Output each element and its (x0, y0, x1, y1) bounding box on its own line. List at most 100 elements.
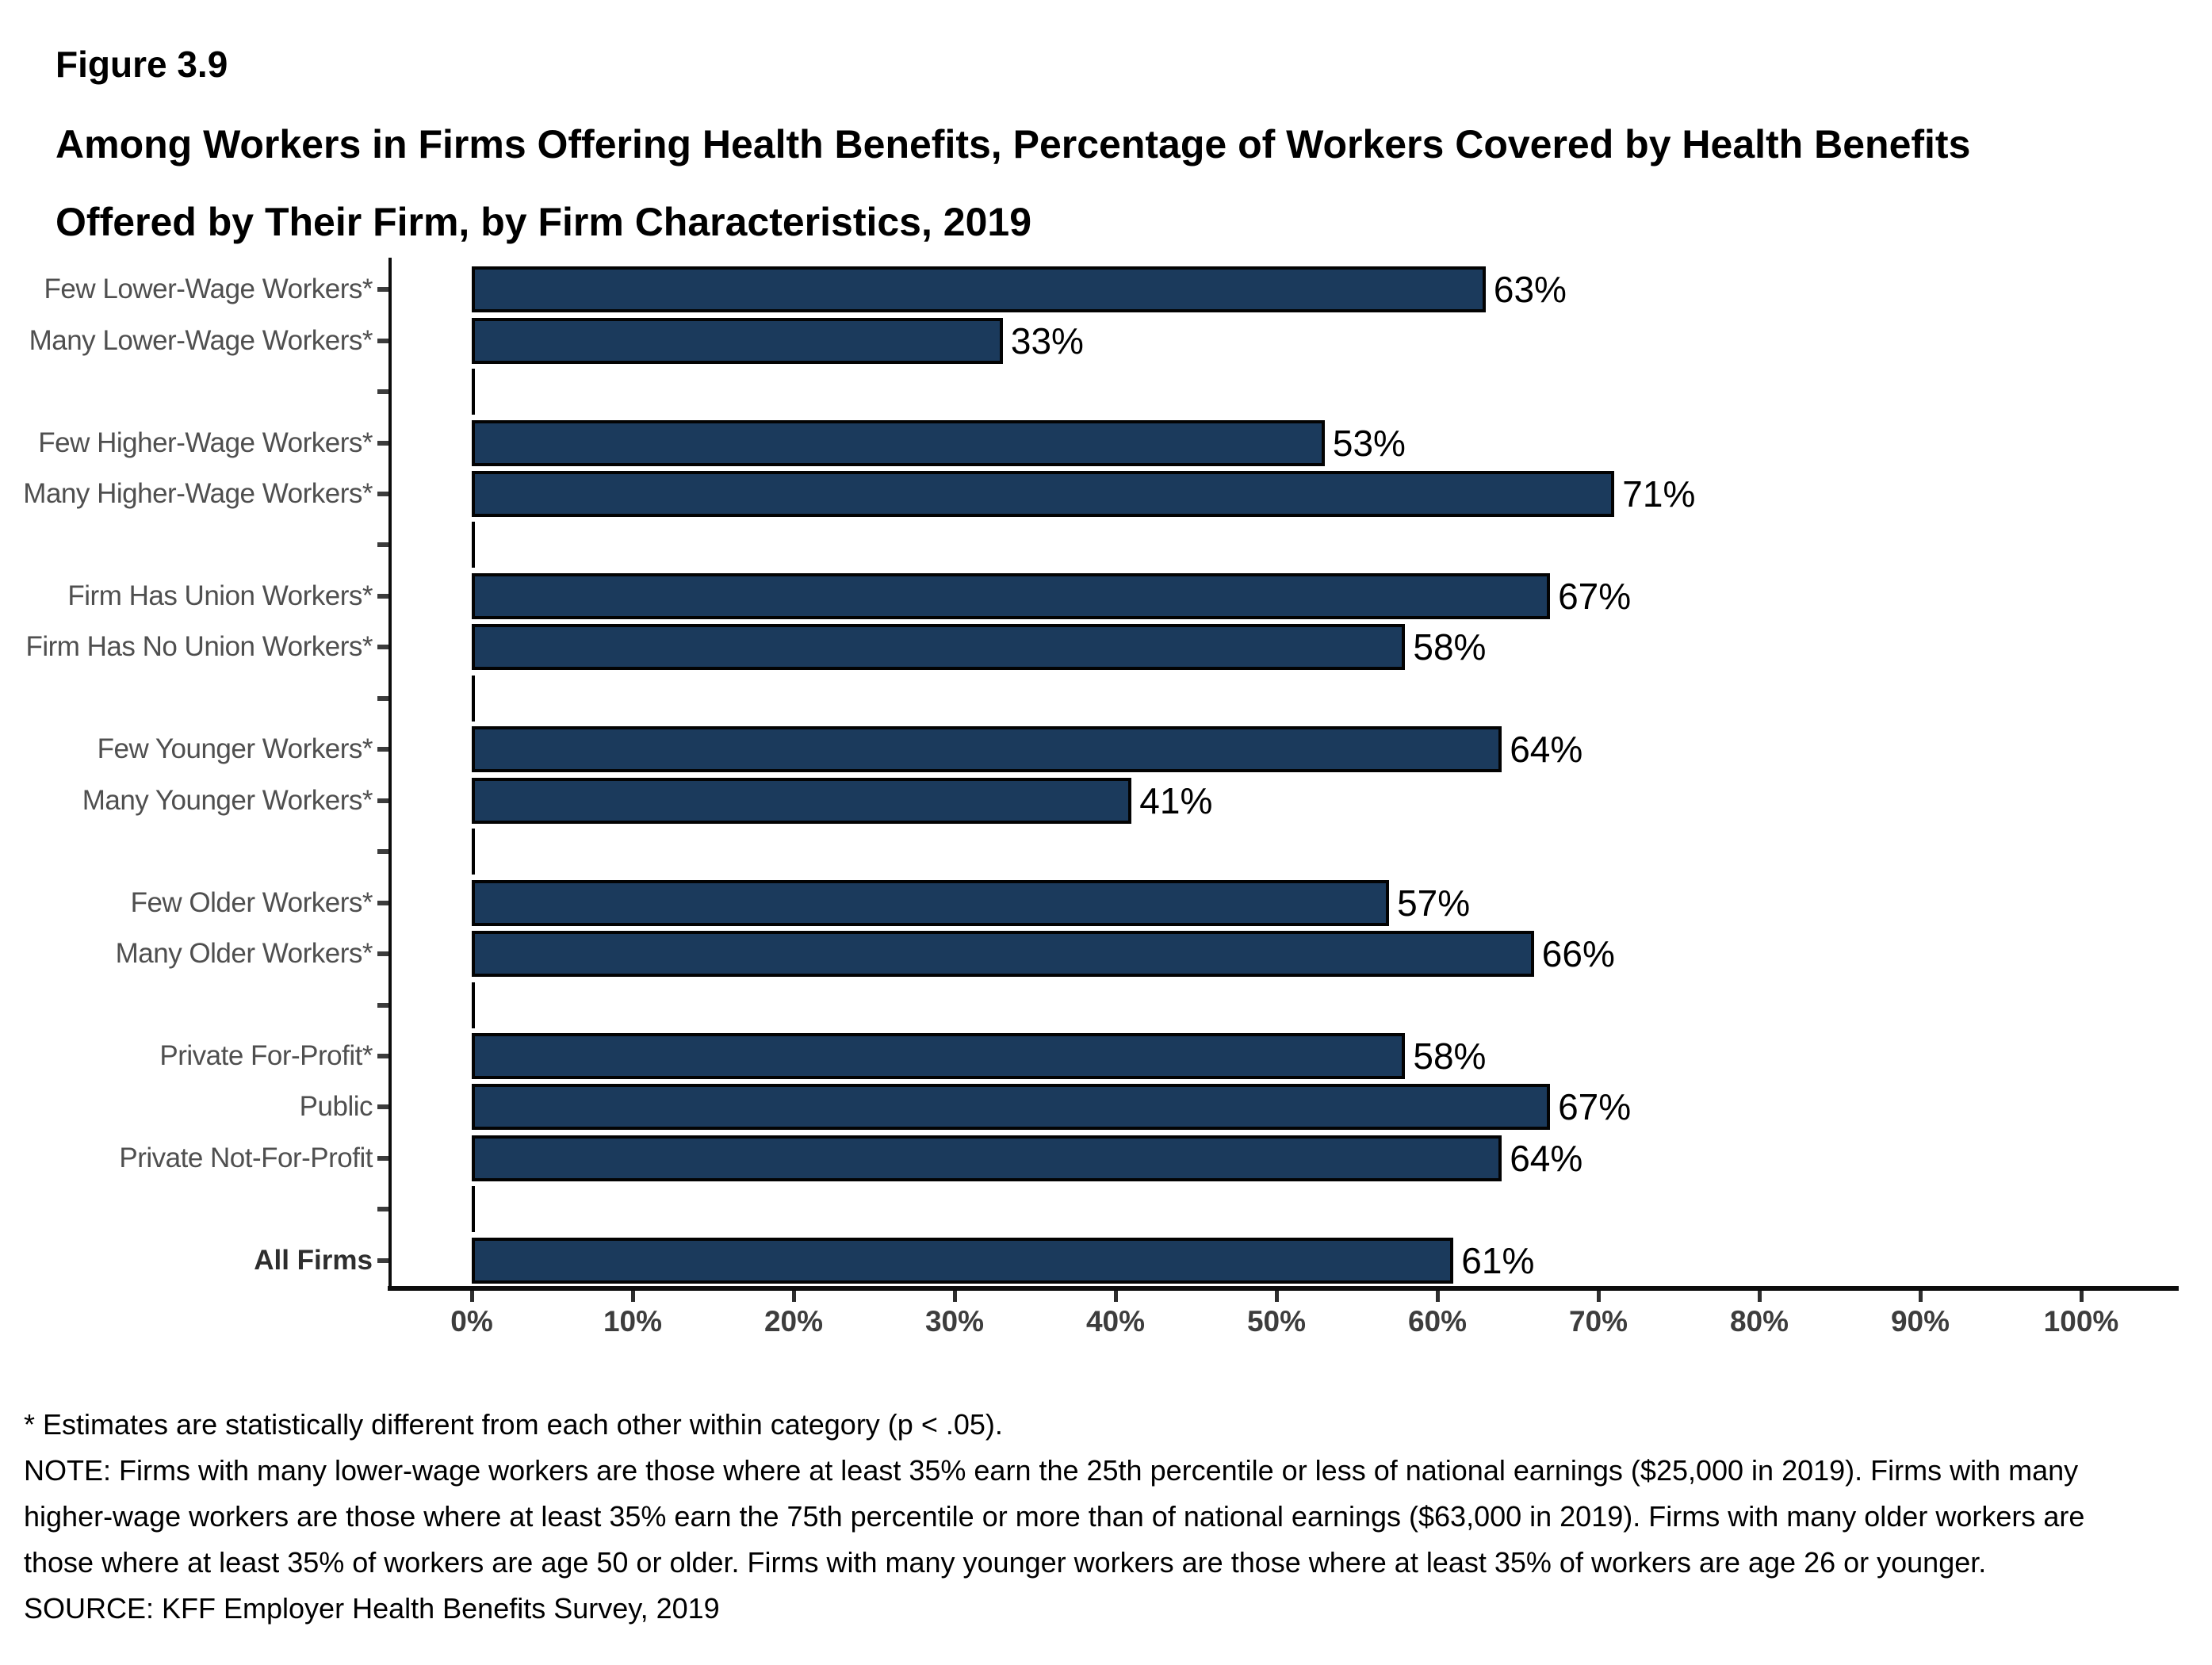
y-tick (377, 440, 388, 446)
category-label: Many Lower-Wage Workers* (29, 324, 373, 356)
bar (472, 1237, 1454, 1284)
y-axis-line (388, 258, 392, 1291)
category-label: Few Higher-Wage Workers* (38, 427, 373, 458)
bar (472, 1135, 1502, 1181)
x-tick-label: 20% (763, 1305, 824, 1338)
bar (472, 317, 1003, 364)
y-tick (377, 338, 388, 343)
zero-value-mark (472, 1186, 475, 1233)
note-text: NOTE: Firms with many lower-wage workers… (24, 1454, 2085, 1579)
x-tick-label: 90% (1890, 1305, 1950, 1338)
x-tick (2080, 1291, 2084, 1302)
x-tick (1114, 1291, 1118, 1302)
y-tick (377, 492, 388, 497)
zero-value-mark (472, 522, 475, 568)
x-tick-label: 60% (1407, 1305, 1468, 1338)
bar (472, 879, 1390, 926)
asterisk-note: * Estimates are statistically different … (24, 1408, 1003, 1441)
category-label: Firm Has Union Workers* (67, 580, 373, 611)
value-label: 63% (1493, 269, 1567, 311)
bar (472, 1032, 1406, 1079)
zero-value-mark (472, 829, 475, 875)
y-tick (377, 1002, 388, 1008)
source-text: SOURCE: KFF Employer Health Benefits Sur… (24, 1592, 720, 1625)
category-label: Many Younger Workers* (82, 784, 373, 816)
value-label: 58% (1413, 1035, 1487, 1077)
x-tick-label: 0% (450, 1305, 493, 1338)
y-tick (377, 951, 388, 957)
bar (472, 1084, 1551, 1131)
value-label: 57% (1397, 882, 1471, 924)
y-tick (377, 593, 388, 599)
x-tick-label: 100% (2043, 1305, 2119, 1338)
value-label: 67% (1558, 575, 1632, 617)
y-tick (377, 1053, 388, 1058)
value-label: 61% (1461, 1239, 1535, 1281)
value-label: 53% (1332, 422, 1406, 464)
figure-header: Figure 3.9 Among Workers in Firms Offeri… (55, 43, 2022, 261)
x-tick-label: 70% (1568, 1305, 1628, 1338)
bar (472, 624, 1406, 671)
x-tick (1436, 1291, 1440, 1302)
zero-value-mark (472, 675, 475, 722)
x-tick (792, 1291, 796, 1302)
x-tick-label: 40% (1085, 1305, 1146, 1338)
footnotes: * Estimates are statistically different … (24, 1402, 2133, 1632)
x-tick (470, 1291, 474, 1302)
y-tick (377, 1155, 388, 1161)
value-label: 66% (1541, 933, 1615, 975)
value-label: 64% (1510, 1137, 1583, 1179)
category-label: All Firms (254, 1244, 373, 1276)
bar (472, 471, 1615, 518)
category-label: Private For-Profit* (159, 1039, 373, 1071)
zero-value-mark (472, 982, 475, 1028)
bar (472, 726, 1502, 773)
x-tick-label: 80% (1729, 1305, 1789, 1338)
zero-value-mark (472, 369, 475, 415)
x-tick (1919, 1291, 1923, 1302)
value-label: 67% (1558, 1086, 1632, 1128)
x-tick-label: 30% (924, 1305, 985, 1338)
category-label: Few Lower-Wage Workers* (44, 274, 373, 305)
bar (472, 266, 1486, 313)
value-label: 58% (1413, 626, 1487, 668)
category-label: Many Higher-Wage Workers* (23, 478, 373, 510)
y-tick (377, 389, 388, 395)
x-tick (1758, 1291, 1762, 1302)
category-label: Many Older Workers* (115, 938, 373, 970)
y-tick (377, 645, 388, 650)
category-label: Private Not-For-Profit (119, 1142, 373, 1173)
x-tick (1597, 1291, 1601, 1302)
y-tick (377, 849, 388, 855)
y-tick (377, 747, 388, 752)
y-tick (377, 1104, 388, 1110)
y-tick (377, 1257, 388, 1263)
category-label: Few Older Workers* (130, 886, 373, 918)
x-tick-label: 10% (603, 1305, 663, 1338)
y-tick (377, 798, 388, 803)
value-label: 41% (1139, 779, 1213, 821)
bar (472, 777, 1132, 824)
x-axis-line (388, 1286, 2179, 1291)
category-label: Public (299, 1091, 373, 1123)
bar (472, 572, 1551, 619)
x-tick (1275, 1291, 1279, 1302)
bar (472, 931, 1534, 978)
bar (472, 419, 1325, 466)
y-tick (377, 1207, 388, 1212)
x-tick-label: 50% (1246, 1305, 1307, 1338)
y-tick (377, 695, 388, 701)
x-tick (631, 1291, 635, 1302)
figure-title: Among Workers in Firms Offering Health B… (55, 122, 1971, 245)
value-label: 33% (1010, 320, 1084, 362)
value-label: 64% (1510, 729, 1583, 771)
category-label: Few Younger Workers* (97, 733, 373, 765)
x-tick (953, 1291, 957, 1302)
y-tick (377, 542, 388, 548)
y-tick (377, 287, 388, 293)
category-label: Firm Has No Union Workers* (25, 631, 373, 663)
value-label: 71% (1622, 473, 1696, 515)
y-tick (377, 900, 388, 905)
figure-number: Figure 3.9 (55, 44, 228, 85)
